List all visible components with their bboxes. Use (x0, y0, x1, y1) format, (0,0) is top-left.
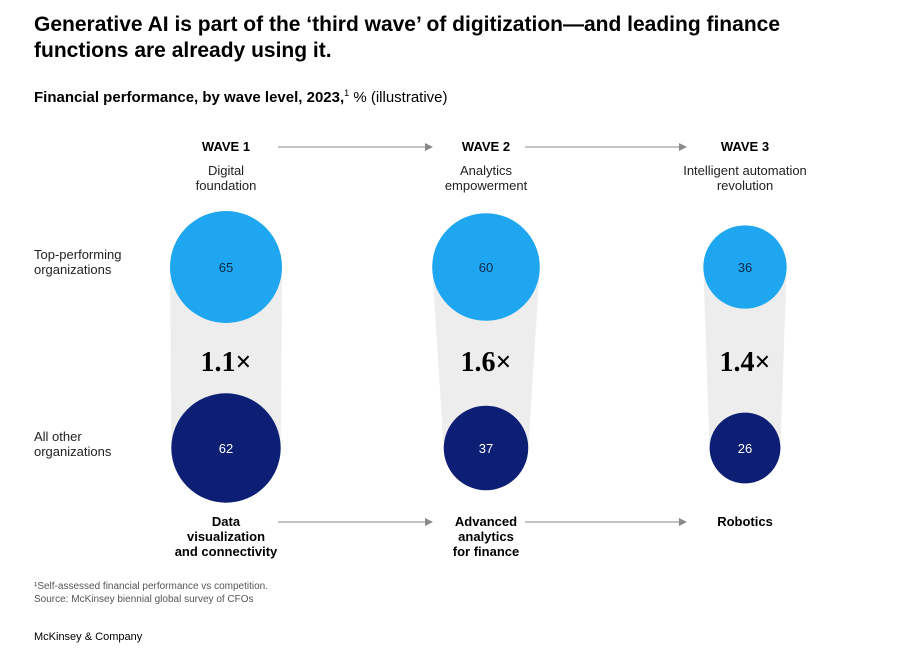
row-label-other-line-2: organizations (34, 444, 112, 459)
bubble-other-wave-1 (171, 393, 281, 503)
subtitle-footnote-mark: 1 (344, 88, 350, 98)
wave-description-1-line-2: foundation (196, 178, 257, 193)
wave-heading-1: WAVE 1 (202, 139, 250, 154)
chart-subtitle: Financial performance, by wave level, 20… (34, 88, 448, 106)
capability-label-wave-3-line-1: Robotics (717, 514, 773, 529)
row-label-top-performing: Top-performing organizations (34, 247, 121, 277)
subtitle-main: Financial performance, by wave level, 20… (34, 89, 345, 106)
wave-heading-2: WAVE 2 (462, 139, 510, 154)
row-label-top-line-1: Top-performing (34, 247, 122, 262)
wave-description-2-line-1: Analytics (460, 163, 513, 178)
row-label-all-other: All other organizations (34, 429, 111, 459)
bubble-top-wave-1 (170, 211, 282, 323)
capability-label-wave-2-line-2: analytics (458, 529, 514, 544)
bubble-top-wave-2 (432, 213, 540, 321)
value-label-top-wave-2: 60 (479, 260, 493, 275)
capability-label-wave-2-line-3: for finance (453, 544, 519, 559)
capability-label-wave-1-line-1: Data (212, 514, 241, 529)
chart-title-line-2: functions are already using it. (34, 39, 332, 62)
wave-description-2-line-2: empowerment (445, 178, 528, 193)
chart-title: Generative AI is part of the ‘third wave… (34, 12, 874, 64)
chart-title-line-1: Generative AI is part of the ‘third wave… (34, 13, 781, 36)
ratio-label-wave-3: 1.4× (720, 347, 771, 378)
brand-logo-text: McKinsey & Company (34, 631, 143, 643)
value-label-top-wave-3: 36 (738, 260, 752, 275)
bubble-other-wave-3 (709, 412, 781, 484)
subtitle-unit: % (illustrative) (349, 89, 448, 106)
wave-description-3-line-1: Intelligent automation (683, 163, 807, 178)
value-label-other-wave-3: 26 (738, 441, 752, 456)
value-label-top-wave-1: 65 (219, 260, 233, 275)
ratio-label-wave-2: 1.6× (461, 347, 512, 378)
capability-label-wave-2-line-1: Advanced (455, 514, 517, 529)
row-label-top-line-2: organizations (34, 262, 112, 277)
wave-heading-3: WAVE 3 (721, 139, 769, 154)
wave-description-1-line-1: Digital (208, 163, 244, 178)
value-label-other-wave-2: 37 (479, 441, 493, 456)
wave-description-3-line-2: revolution (717, 178, 773, 193)
bubble-top-wave-3 (703, 225, 787, 309)
capability-label-wave-1-line-2: visualization (187, 529, 265, 544)
row-label-other-line-1: All other (34, 429, 82, 444)
footnote-line-1: ¹Self-assessed financial performance vs … (34, 581, 268, 592)
ratio-label-wave-1: 1.1× (201, 347, 252, 378)
capability-label-wave-1-line-3: and connectivity (175, 544, 278, 559)
connector-band-wave-3 (703, 267, 787, 448)
bubble-other-wave-2 (443, 405, 529, 491)
footnote-line-2: Source: McKinsey biennial global survey … (34, 594, 254, 605)
footnote: ¹Self-assessed financial performance vs … (34, 580, 268, 606)
value-label-other-wave-1: 62 (219, 441, 233, 456)
